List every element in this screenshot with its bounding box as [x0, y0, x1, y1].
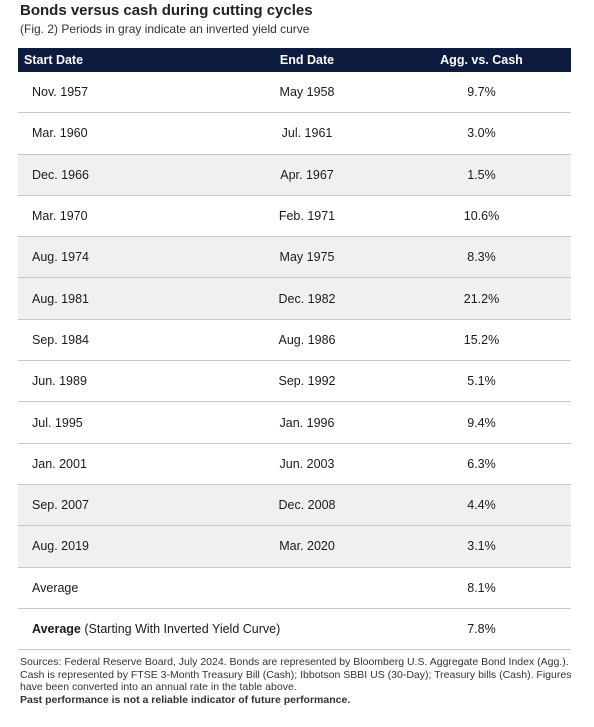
end-date: Apr. 1967 [222, 154, 392, 196]
footnote-bold: Past performance is not a reliable indic… [20, 693, 351, 706]
average-row: Average 8.1% [18, 567, 571, 609]
start-date: Aug. 1981 [18, 277, 222, 320]
return-value: 4.4% [392, 484, 571, 527]
header-row: Start Date End Date Agg. vs. Cash [18, 48, 571, 72]
return-value: 1.5% [392, 154, 571, 196]
return-value: 9.7% [392, 72, 571, 114]
start-date: Sep. 2007 [18, 484, 222, 527]
start-date: Jan. 2001 [18, 443, 222, 485]
average-inverted-label: Average [32, 622, 81, 636]
end-date: Jan. 1996 [222, 401, 392, 444]
average-value: 8.1% [392, 567, 571, 609]
start-date: Mar. 1970 [18, 195, 222, 238]
start-date: Mar. 1960 [18, 112, 222, 155]
column-header: Agg. vs. Cash [392, 48, 571, 72]
return-value: 10.6% [392, 195, 571, 238]
table-row: Jan. 2001 Jun. 2003 6.3% [18, 443, 571, 485]
column-header: End Date [222, 48, 392, 72]
end-date: Sep. 1992 [222, 360, 392, 403]
return-value: 9.4% [392, 401, 571, 444]
table-row: Nov. 1957 May 1958 9.7% [18, 72, 571, 114]
table-row: Jun. 1989 Sep. 1992 5.1% [18, 360, 571, 403]
average-inverted-row: Average (Starting With Inverted Yield Cu… [18, 608, 571, 651]
subtitle: (Fig. 2) Periods in gray indicate an inv… [20, 22, 310, 36]
table-row: Aug. 2019 Mar. 2020 3.1% [18, 525, 571, 568]
end-date: Aug. 1986 [222, 319, 392, 362]
return-value: 5.1% [392, 360, 571, 403]
table: Start Date End Date Agg. vs. Cash Nov. 1… [18, 48, 571, 651]
average-inverted-value: 7.8% [392, 608, 571, 651]
end-date: May 1975 [222, 236, 392, 279]
end-date: Jul. 1961 [222, 112, 392, 155]
table-row: Dec. 1966 Apr. 1967 1.5% [18, 154, 571, 196]
start-date: Aug. 2019 [18, 525, 222, 568]
end-date: May 1958 [222, 72, 392, 114]
footnote: Sources: Federal Reserve Board, July 202… [20, 656, 576, 706]
footnote-text: Sources: Federal Reserve Board, July 202… [20, 656, 572, 693]
column-header: Start Date [18, 48, 222, 72]
start-date: Nov. 1957 [18, 72, 222, 114]
table-row: Mar. 1970 Feb. 1971 10.6% [18, 195, 571, 238]
start-date: Aug. 1974 [18, 236, 222, 279]
end-date: Feb. 1971 [222, 195, 392, 238]
title: Bonds versus cash during cutting cycles [20, 2, 313, 19]
return-value: 6.3% [392, 443, 571, 485]
return-value: 3.0% [392, 112, 571, 155]
end-date: Mar. 2020 [222, 525, 392, 568]
table-row: Aug. 1974 May 1975 8.3% [18, 236, 571, 279]
table-row: Mar. 1960 Jul. 1961 3.0% [18, 112, 571, 155]
return-value: 15.2% [392, 319, 571, 362]
table-row: Sep. 2007 Dec. 2008 4.4% [18, 484, 571, 527]
return-value: 3.1% [392, 525, 571, 568]
end-date: Jun. 2003 [222, 443, 392, 485]
start-date: Jun. 1989 [18, 360, 222, 403]
start-date: Dec. 1966 [18, 154, 222, 196]
average-inverted-note: (Starting With Inverted Yield Curve) [84, 622, 281, 636]
table-row: Sep. 1984 Aug. 1986 15.2% [18, 319, 571, 362]
return-value: 21.2% [392, 277, 571, 320]
average-label: Average [18, 567, 222, 609]
average-inverted-cell: Average (Starting With Inverted Yield Cu… [18, 608, 392, 651]
start-date: Jul. 1995 [18, 401, 222, 444]
return-value: 8.3% [392, 236, 571, 279]
empty-cell [222, 567, 392, 609]
table-row: Aug. 1981 Dec. 1982 21.2% [18, 277, 571, 320]
start-date: Sep. 1984 [18, 319, 222, 362]
table-row: Jul. 1995 Jan. 1996 9.4% [18, 401, 571, 444]
end-date: Dec. 1982 [222, 277, 392, 320]
end-date: Dec. 2008 [222, 484, 392, 527]
